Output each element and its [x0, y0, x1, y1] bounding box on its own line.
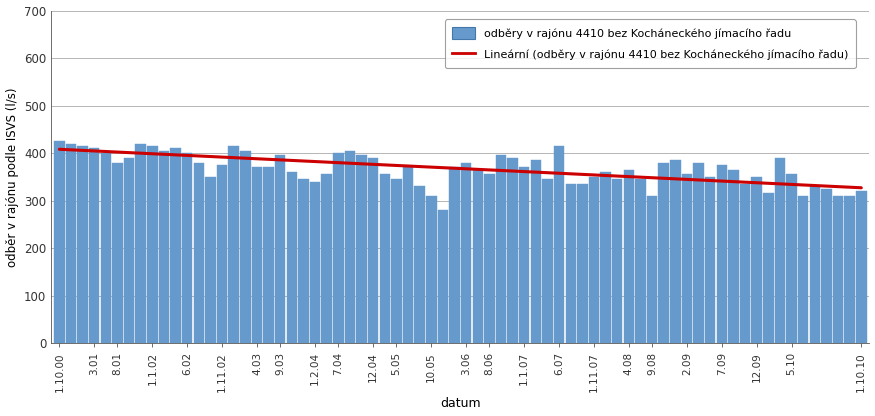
- Bar: [54, 141, 65, 343]
- Bar: [705, 177, 716, 343]
- Bar: [519, 167, 529, 343]
- Bar: [101, 153, 111, 343]
- Bar: [624, 170, 634, 343]
- Bar: [763, 193, 774, 343]
- Bar: [158, 151, 169, 343]
- Bar: [171, 149, 181, 343]
- Bar: [484, 174, 494, 343]
- Bar: [809, 186, 820, 343]
- Bar: [647, 196, 657, 343]
- Bar: [89, 149, 100, 343]
- Bar: [554, 146, 564, 343]
- Bar: [833, 196, 844, 343]
- Bar: [380, 174, 390, 343]
- Bar: [426, 196, 437, 343]
- Legend: odběry v rajónu 4410 bez Kocháneckého jímacího řadu, Lineární (odběry v rajónu 4: odběry v rajónu 4410 bez Kocháneckého jí…: [444, 20, 856, 68]
- Bar: [217, 165, 228, 343]
- X-axis label: datum: datum: [440, 397, 480, 411]
- Bar: [77, 146, 88, 343]
- Bar: [252, 167, 262, 343]
- Bar: [124, 158, 135, 343]
- Bar: [496, 156, 507, 343]
- Bar: [182, 153, 192, 343]
- Bar: [682, 174, 692, 343]
- Bar: [565, 184, 576, 343]
- Bar: [693, 163, 704, 343]
- Bar: [589, 177, 599, 343]
- Bar: [717, 165, 727, 343]
- Bar: [136, 144, 146, 343]
- Bar: [240, 151, 250, 343]
- Bar: [298, 179, 309, 343]
- Bar: [507, 158, 518, 343]
- Bar: [856, 191, 866, 343]
- Bar: [659, 163, 669, 343]
- Bar: [752, 177, 762, 343]
- Bar: [787, 174, 797, 343]
- Bar: [356, 156, 367, 343]
- Bar: [438, 210, 448, 343]
- Y-axis label: odběr v rajónu podle ISVS (l/s): odběr v rajónu podle ISVS (l/s): [5, 87, 18, 267]
- Bar: [449, 167, 459, 343]
- Bar: [844, 196, 855, 343]
- Bar: [740, 184, 751, 343]
- Bar: [578, 184, 588, 343]
- Bar: [228, 146, 239, 343]
- Bar: [542, 179, 553, 343]
- Bar: [66, 144, 76, 343]
- Bar: [147, 146, 158, 343]
- Bar: [612, 179, 622, 343]
- Bar: [368, 158, 378, 343]
- Bar: [728, 170, 738, 343]
- Bar: [402, 167, 413, 343]
- Bar: [415, 186, 425, 343]
- Bar: [206, 177, 215, 343]
- Bar: [287, 172, 297, 343]
- Bar: [345, 151, 355, 343]
- Bar: [333, 153, 344, 343]
- Bar: [391, 179, 402, 343]
- Bar: [473, 170, 483, 343]
- Bar: [310, 182, 320, 343]
- Bar: [263, 167, 274, 343]
- Bar: [321, 174, 332, 343]
- Bar: [600, 172, 611, 343]
- Bar: [530, 160, 541, 343]
- Bar: [822, 189, 831, 343]
- Bar: [635, 179, 646, 343]
- Bar: [275, 156, 285, 343]
- Bar: [461, 163, 472, 343]
- Bar: [193, 163, 204, 343]
- Bar: [798, 196, 808, 343]
- Bar: [112, 163, 123, 343]
- Bar: [670, 160, 681, 343]
- Bar: [774, 158, 785, 343]
